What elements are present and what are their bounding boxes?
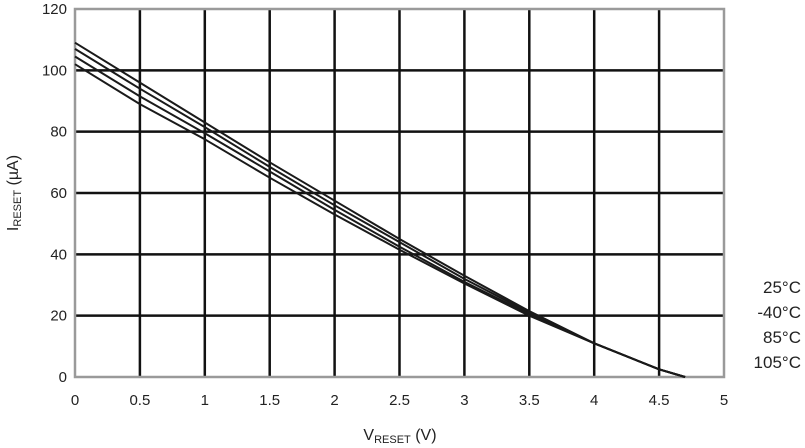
x-axis-label: VRESET (V) [363, 427, 436, 446]
x-tick-label: 3 [460, 392, 468, 409]
y-tick-label: 40 [50, 246, 67, 263]
series-line-3 [74, 63, 686, 378]
plot-frame [73, 7, 726, 379]
x-tick-label: 5 [720, 392, 728, 409]
grid [75, 9, 724, 377]
y-tick-label: 20 [50, 308, 67, 325]
x-tick-label: 0 [71, 392, 79, 409]
x-tick-label: 1 [201, 392, 209, 409]
x-tick-label: 0.5 [129, 392, 150, 409]
x-tick-label: 4.5 [649, 392, 670, 409]
y-axis-label: IRESET (µA) [5, 155, 24, 231]
x-axis-ticks: 0 0.5 1 1.5 2 2.5 3 3.5 4 4.5 5 [71, 392, 728, 409]
legend-entry-2: 85°C [763, 328, 801, 347]
y-tick-label: 0 [59, 369, 67, 386]
y-axis-ticks: 0 20 40 60 80 100 120 [42, 1, 67, 386]
legend-entry-3: 105°C [754, 353, 801, 372]
legend-entry-1: -40°C [757, 303, 801, 322]
y-tick-label: 120 [42, 1, 67, 18]
x-tick-label: 2.5 [389, 392, 410, 409]
series-lines [74, 41, 686, 378]
y-tick-label: 80 [50, 124, 67, 141]
x-tick-label: 3.5 [519, 392, 540, 409]
x-tick-label: 4 [590, 392, 598, 409]
legend: 25°C -40°C 85°C 105°C [754, 278, 801, 372]
y-tick-label: 100 [42, 62, 67, 79]
legend-entry-0: 25°C [763, 278, 801, 297]
y-tick-label: 60 [50, 185, 67, 202]
x-tick-label: 1.5 [259, 392, 280, 409]
x-tick-label: 2 [330, 392, 338, 409]
